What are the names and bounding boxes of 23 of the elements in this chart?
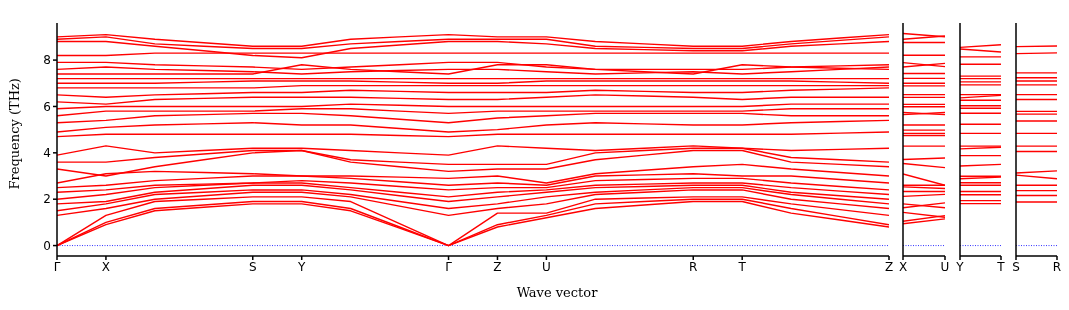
y-tick-label: 2 xyxy=(43,192,51,207)
x-tick-label: Z xyxy=(884,259,894,274)
x-tick-label: X xyxy=(898,259,908,274)
x-tick-label: Y xyxy=(955,259,965,274)
x-tick-label: T xyxy=(996,259,1006,274)
y-axis-title: Frequency (THz) xyxy=(6,78,22,190)
x-tick-label: Y xyxy=(297,259,307,274)
x-tick-label: X xyxy=(101,259,111,274)
y-tick-label: 8 xyxy=(43,53,51,68)
y-tick-label: 6 xyxy=(43,99,51,114)
x-tick-label: R xyxy=(1052,259,1062,274)
x-axis-title: Wave vector xyxy=(515,285,599,300)
x-tick-label: Γ xyxy=(53,259,61,274)
x-tick-label: Z xyxy=(493,259,502,274)
y-tick-label: 4 xyxy=(43,146,51,161)
x-tick-label: U xyxy=(940,259,950,274)
x-tick-label: S xyxy=(248,259,257,274)
x-tick-label: S xyxy=(1012,259,1020,274)
y-tick-label: 0 xyxy=(43,238,51,253)
x-tick-label: U xyxy=(542,259,551,274)
x-tick-label: T xyxy=(737,259,747,274)
x-tick-label: Γ xyxy=(445,259,453,274)
x-tick-label: R xyxy=(689,259,698,274)
